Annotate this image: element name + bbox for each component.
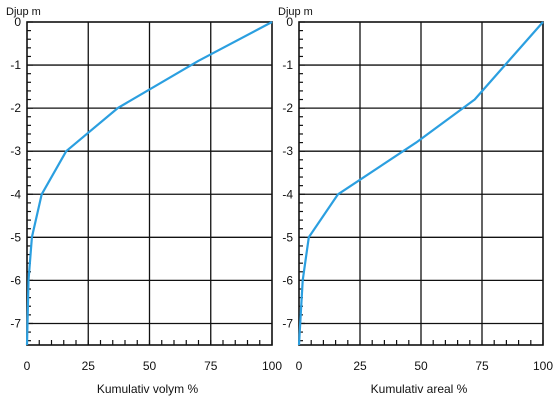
y-tick-label: -2 xyxy=(10,101,21,115)
y-tick-label: -3 xyxy=(282,144,293,158)
y-tick-label: -4 xyxy=(10,187,21,201)
y-axis-title: Djup m xyxy=(278,6,313,18)
x-tick-label: 50 xyxy=(414,359,428,373)
y-tick-label: -5 xyxy=(10,230,21,244)
y-tick-label: -6 xyxy=(10,273,21,287)
x-tick-label: 0 xyxy=(296,359,303,373)
y-tick-label: 0 xyxy=(286,15,293,29)
x-tick-label: 0 xyxy=(24,359,31,373)
y-axis-title: Djup m xyxy=(6,6,41,18)
x-tick-label: 100 xyxy=(533,359,553,373)
y-tick-label: -3 xyxy=(10,144,21,158)
series-line xyxy=(297,21,544,346)
x-tick-label: 75 xyxy=(475,359,489,373)
y-tick-label: -4 xyxy=(282,187,293,201)
y-tick-label: -7 xyxy=(10,316,21,330)
x-tick-label: 25 xyxy=(353,359,367,373)
series-line xyxy=(25,21,273,346)
y-tick-label: -7 xyxy=(282,316,293,330)
chart-panel-2: 0 -1 -2 -3 -4 -5 -6 -7 0 25 50 75 100 Djup m Kumulativ… xyxy=(278,6,553,396)
y-tick-label: 0 xyxy=(14,15,21,29)
x-tick-label: 75 xyxy=(204,359,218,373)
y-tick-label: -1 xyxy=(282,58,293,72)
x-axis-title: Kumulativ volym % xyxy=(97,382,199,396)
x-axis-title: Kumulativ areal % xyxy=(371,382,468,396)
chart-panel-1: 0 -1 -2 -3 -4 -5 -6 -7 0 25 50 75 100 Djup m Kumulativ… xyxy=(6,6,282,396)
y-tick-label: -1 xyxy=(10,58,21,72)
y-tick-label: -5 xyxy=(282,230,293,244)
x-tick-label: 25 xyxy=(82,359,96,373)
y-tick-label: -2 xyxy=(282,101,293,115)
x-tick-label: 50 xyxy=(143,359,157,373)
x-tick-label: 100 xyxy=(262,359,282,373)
y-tick-label: -6 xyxy=(282,273,293,287)
